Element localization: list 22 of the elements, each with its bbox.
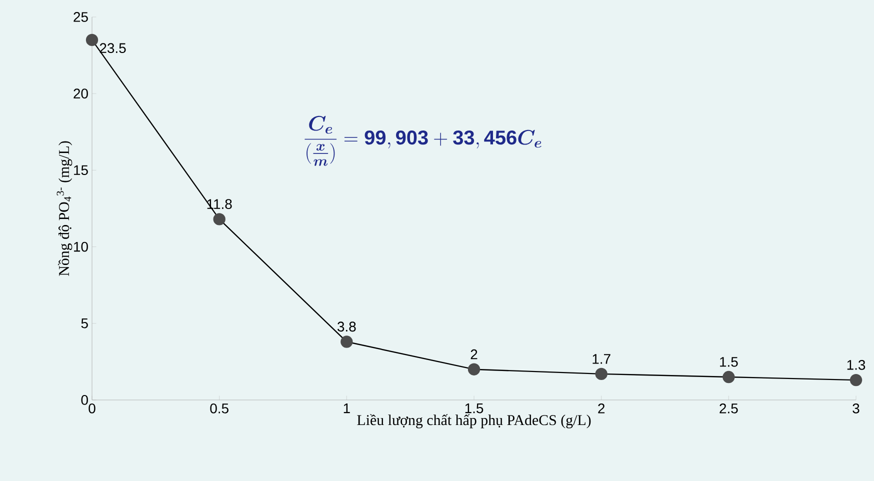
y-tick-label: 20 [74,88,88,99]
x-tick-label: 2.5 [720,403,738,414]
y-tick-label: 15 [74,165,88,176]
y-tick-label: 0 [81,395,88,405]
data-label: 23.5 [100,43,126,54]
y-tick-label: 10 [74,242,88,252]
x-tick-label: 0.5 [210,403,228,414]
x-tick-label: 1.5 [465,404,484,414]
data-label: 1.7 [592,354,610,364]
x-tick-label: 2 [598,403,605,414]
data-label: 1.3 [847,360,866,370]
data-label: 2 [470,349,478,360]
data-label: 3.8 [338,322,356,332]
y-tick-label: 5 [81,318,88,328]
y-axis-title: Nồng độ PO$_{4}$$^{3-}$ (mg/L) [56,141,72,276]
y-tick-label: 25 [74,12,88,22]
annotation: $\frac{\boldsymbol{C_e}}{(\frac{\boldsymbol{x}}{\boldsymbol{m}})} = \mathbf{99,903} + \mathbf{33,456}\boldsymbol{C_e}$ [304,116,542,166]
x-axis-title: Liều lượng chất hấp phụ PAdeCS (g/L) [357,414,591,428]
x-tick-label: 0 [88,403,96,414]
x-tick-label: 1 [344,404,350,414]
data-label: 1.5 [720,357,738,367]
x-tick-label: 3 [852,403,860,414]
